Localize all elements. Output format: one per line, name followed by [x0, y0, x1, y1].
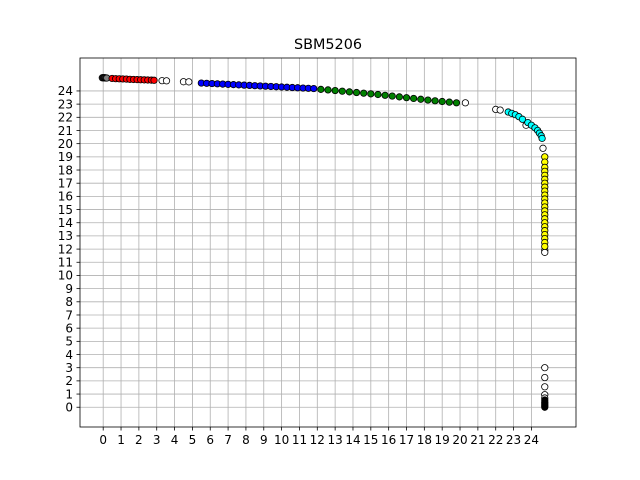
plot-frame — [79, 57, 577, 428]
data-point-s2-8 — [539, 144, 547, 152]
y-tick-label-13: 13 — [58, 229, 73, 243]
y-tick-label-10: 10 — [58, 269, 73, 283]
y-tick-label-19: 19 — [58, 150, 73, 164]
axis-ticks: 0 1 2 3 4 5 6 7 8 9 10 11 12 13 14 15 16 17 18 19 20 21 22 23 24… — [58, 84, 539, 447]
x-tick-label-4: 4 — [171, 433, 179, 447]
data-point-s2-10 — [541, 248, 549, 256]
data-point-s4-8 — [374, 90, 382, 99]
x-tick-label-21: 21 — [470, 433, 485, 447]
data-point-s2-1 — [162, 77, 171, 85]
data-point-s2-12 — [541, 373, 549, 382]
x-tick-label-16: 16 — [381, 433, 396, 447]
y-tick-label-3: 3 — [65, 361, 73, 375]
y-tick-label-22: 22 — [58, 111, 73, 125]
y-tick-label-9: 9 — [65, 282, 73, 296]
x-tick-label-18: 18 — [417, 433, 432, 447]
y-tick-label-15: 15 — [58, 203, 73, 217]
data-point-s6-22 — [541, 242, 549, 251]
y-tick-label-5: 5 — [65, 335, 73, 349]
y-tick-label-20: 20 — [58, 137, 73, 151]
data-point-s4-18 — [445, 98, 453, 106]
x-tick-label-20: 20 — [452, 433, 467, 447]
x-tick-label-6: 6 — [206, 433, 214, 447]
y-tick-label-7: 7 — [65, 308, 73, 322]
x-tick-label-7: 7 — [224, 433, 232, 447]
x-tick-label-3: 3 — [153, 433, 161, 447]
y-tick-label-11: 11 — [58, 256, 73, 270]
y-tick-label-21: 21 — [58, 124, 73, 138]
x-tick-label-24: 24 — [524, 433, 539, 447]
data-point-s4-14 — [417, 95, 425, 103]
data-point-s5-4 — [518, 115, 527, 123]
x-tick-label-17: 17 — [399, 433, 414, 447]
x-tick-label-14: 14 — [345, 433, 360, 447]
data-point-s4-0 — [317, 85, 325, 93]
data-point-s2-3 — [185, 78, 193, 86]
x-tick-label-11: 11 — [292, 433, 307, 447]
y-tick-label-14: 14 — [58, 216, 73, 230]
data-point-s4-1 — [324, 86, 332, 94]
data-point-s3-21 — [310, 84, 318, 93]
data-point-s4-3 — [338, 87, 346, 95]
y-tick-label-24: 24 — [58, 84, 73, 98]
x-tick-label-10: 10 — [274, 433, 289, 447]
y-tick-label-0: 0 — [65, 401, 73, 415]
data-point-s7-5 — [541, 403, 549, 411]
data-point-s4-10 — [388, 92, 396, 100]
data-point-s4-17 — [438, 97, 446, 106]
x-tick-label-12: 12 — [310, 433, 325, 447]
x-tick-label-0: 0 — [99, 433, 107, 447]
data-point-s4-2 — [331, 86, 339, 95]
y-tick-label-6: 6 — [65, 321, 73, 335]
chart-title: SBM5206 — [294, 37, 362, 53]
data-point-s4-5 — [352, 88, 361, 97]
data-point-s4-15 — [424, 96, 432, 104]
y-tick-label-8: 8 — [65, 295, 73, 309]
y-tick-label-17: 17 — [58, 176, 73, 190]
data-point-s4-13 — [410, 94, 418, 103]
y-tick-label-18: 18 — [58, 163, 73, 177]
data-points — [98, 74, 549, 411]
data-point-s4-11 — [395, 93, 403, 101]
data-point-s4-12 — [402, 94, 411, 102]
y-tick-label-1: 1 — [65, 387, 73, 401]
data-point-s1-12 — [150, 76, 158, 84]
x-tick-label-22: 22 — [488, 433, 503, 447]
y-tick-label-12: 12 — [58, 242, 73, 256]
data-point-s5-11 — [538, 134, 546, 142]
data-point-s4-16 — [431, 97, 439, 105]
x-tick-label-19: 19 — [435, 433, 450, 447]
data-point-s2-13 — [541, 383, 549, 391]
x-tick-label-9: 9 — [260, 433, 268, 447]
x-tick-label-23: 23 — [506, 433, 521, 447]
x-tick-label-13: 13 — [327, 433, 342, 447]
data-point-s4-4 — [345, 88, 354, 96]
x-tick-label-2: 2 — [135, 433, 143, 447]
data-point-s2-4 — [461, 99, 469, 107]
data-point-s4-9 — [381, 91, 389, 99]
y-tick-label-4: 4 — [65, 348, 73, 362]
x-tick-label-1: 1 — [117, 433, 125, 447]
grid — [80, 58, 576, 427]
data-point-s2-11 — [541, 364, 549, 372]
y-tick-label-2: 2 — [65, 374, 73, 388]
y-tick-label-23: 23 — [58, 97, 73, 111]
y-tick-label-16: 16 — [58, 190, 73, 204]
x-tick-label-8: 8 — [242, 433, 250, 447]
data-point-s4-7 — [367, 90, 375, 98]
x-tick-label-5: 5 — [189, 433, 197, 447]
data-point-s4-6 — [360, 89, 368, 97]
data-point-s2-6 — [496, 106, 504, 114]
x-tick-label-15: 15 — [363, 433, 378, 447]
data-point-s4-19 — [452, 99, 461, 107]
